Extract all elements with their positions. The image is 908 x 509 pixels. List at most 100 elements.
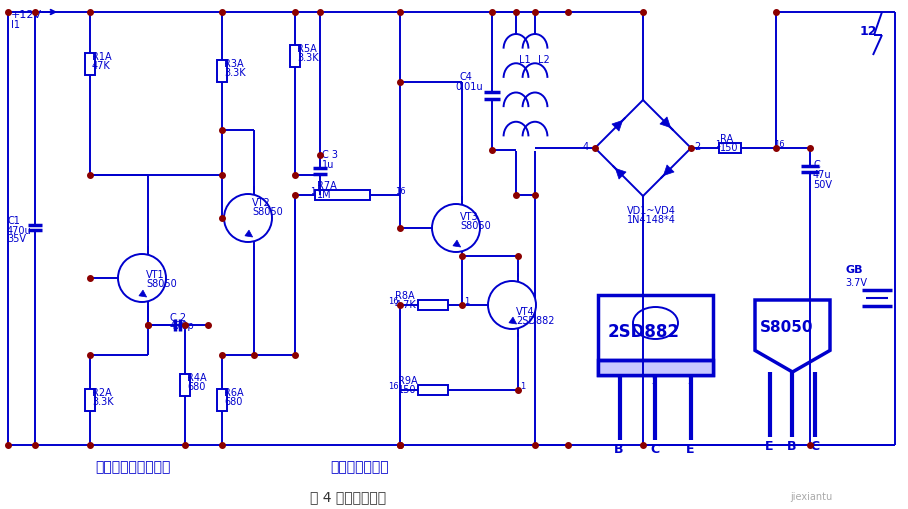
Text: C 3: C 3 — [322, 150, 338, 160]
Bar — [85, 52, 95, 74]
Bar — [418, 385, 448, 395]
Text: 470p: 470p — [170, 321, 194, 331]
Text: E: E — [686, 443, 695, 456]
Text: GB: GB — [845, 265, 863, 275]
Bar — [85, 389, 95, 411]
Text: +12V: +12V — [11, 10, 42, 20]
Text: R3A: R3A — [224, 59, 243, 69]
Text: 47K: 47K — [92, 61, 111, 71]
Text: 1: 1 — [520, 382, 525, 391]
Text: 3.3K: 3.3K — [224, 68, 246, 78]
Bar — [217, 60, 227, 82]
Text: 16: 16 — [388, 297, 399, 306]
Text: 2SD882: 2SD882 — [608, 323, 680, 341]
Text: B: B — [787, 440, 796, 453]
Text: 1: 1 — [715, 140, 720, 149]
Polygon shape — [664, 165, 674, 176]
Text: S8050: S8050 — [760, 320, 814, 335]
Text: VT2: VT2 — [252, 198, 271, 208]
Text: 1: 1 — [464, 297, 469, 306]
Circle shape — [224, 194, 272, 242]
Text: 16: 16 — [388, 382, 399, 391]
Bar — [598, 295, 713, 375]
Text: 16: 16 — [774, 140, 785, 149]
Text: R8A: R8A — [395, 291, 415, 301]
Text: B: B — [614, 443, 624, 456]
Text: jiexiantu: jiexiantu — [790, 492, 833, 502]
Bar — [180, 374, 190, 396]
Text: R2A: R2A — [92, 388, 112, 398]
Bar — [598, 360, 713, 375]
Text: R5A: R5A — [297, 44, 317, 54]
Text: C: C — [813, 160, 820, 170]
Text: 1M: 1M — [317, 190, 331, 200]
Text: 12: 12 — [860, 25, 877, 38]
Text: 150: 150 — [720, 143, 738, 153]
Text: 680: 680 — [187, 382, 205, 392]
Polygon shape — [616, 168, 627, 179]
Text: 50V: 50V — [813, 180, 832, 190]
Text: C1: C1 — [7, 216, 20, 227]
Polygon shape — [660, 117, 670, 128]
Text: S8050: S8050 — [460, 221, 490, 231]
Text: 150: 150 — [398, 385, 417, 395]
Bar — [217, 389, 227, 411]
Text: R9A: R9A — [398, 376, 418, 386]
Circle shape — [118, 254, 166, 302]
Text: R1A: R1A — [92, 51, 112, 62]
Text: 2: 2 — [651, 377, 656, 386]
Text: 1: 1 — [616, 377, 621, 386]
Polygon shape — [245, 230, 252, 237]
Text: L1: L1 — [519, 55, 530, 65]
Text: 2: 2 — [694, 142, 700, 152]
Polygon shape — [453, 240, 460, 247]
Text: I1: I1 — [11, 20, 20, 30]
Bar — [290, 45, 300, 67]
Text: 3: 3 — [687, 377, 693, 386]
Text: 470u: 470u — [7, 225, 32, 236]
Circle shape — [432, 204, 480, 252]
Text: RA: RA — [720, 134, 733, 144]
Ellipse shape — [633, 307, 678, 339]
Polygon shape — [508, 317, 517, 324]
Text: R7A: R7A — [317, 181, 337, 191]
Text: C: C — [810, 440, 819, 453]
Text: 模达林顿管功放: 模达林顿管功放 — [330, 460, 389, 474]
Circle shape — [488, 281, 536, 329]
Text: 16: 16 — [395, 187, 406, 196]
Polygon shape — [755, 300, 830, 372]
Text: 0.01u: 0.01u — [455, 82, 483, 92]
Text: 1u: 1u — [322, 160, 334, 170]
Text: S8050: S8050 — [146, 279, 177, 289]
Text: 图 4 无线充电电路: 图 4 无线充电电路 — [310, 490, 386, 504]
Text: VT1: VT1 — [146, 270, 164, 280]
Text: R4A: R4A — [187, 373, 207, 383]
Text: 3.3K: 3.3K — [92, 397, 114, 407]
Text: S8050: S8050 — [252, 207, 282, 217]
Text: C4: C4 — [460, 72, 473, 82]
Text: 680: 680 — [224, 397, 242, 407]
Text: L2: L2 — [538, 55, 549, 65]
Bar — [418, 300, 448, 310]
Text: 射极耦合多谐振荡器: 射极耦合多谐振荡器 — [95, 460, 171, 474]
Text: 35V: 35V — [7, 235, 26, 244]
Text: 1N4148*4: 1N4148*4 — [627, 215, 676, 225]
Bar — [315, 190, 370, 200]
Text: 3.7V: 3.7V — [845, 278, 867, 288]
Text: 47u: 47u — [813, 170, 832, 180]
Text: E: E — [765, 440, 774, 453]
Text: VT3: VT3 — [460, 212, 479, 222]
Bar — [719, 143, 741, 153]
Text: VT4: VT4 — [516, 307, 535, 317]
Text: R6A: R6A — [224, 388, 243, 398]
Text: 1: 1 — [310, 187, 315, 196]
Text: C 2: C 2 — [170, 313, 186, 323]
Text: 4: 4 — [583, 142, 589, 152]
Text: 4.7K: 4.7K — [395, 300, 417, 310]
Text: 2SD882: 2SD882 — [516, 316, 555, 326]
Text: 3.3K: 3.3K — [297, 53, 319, 63]
Polygon shape — [139, 290, 147, 297]
Text: VD1~VD4: VD1~VD4 — [627, 206, 676, 216]
Text: C: C — [650, 443, 659, 456]
Polygon shape — [612, 121, 623, 131]
